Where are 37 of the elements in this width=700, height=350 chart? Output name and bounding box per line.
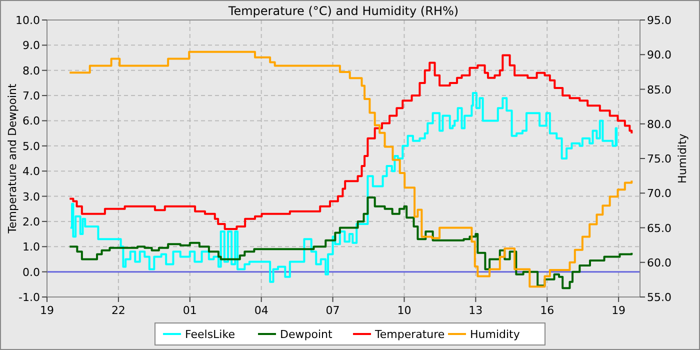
- y-tick-label: 6.0: [22, 114, 40, 128]
- x-tick-label: 07: [326, 304, 340, 317]
- y-tick-label: 7.0: [22, 90, 40, 103]
- y-tick-label: 1.0: [22, 240, 40, 254]
- y-tick-label: 3.0: [22, 190, 40, 204]
- y2-tick-label: 55.0: [647, 291, 672, 304]
- x-tick-label: 13: [468, 304, 483, 317]
- y2-tick-label: 60.0: [647, 256, 672, 270]
- legend-label: Dewpoint: [280, 328, 333, 341]
- chart-title: Temperature (°C) and Humidity (RH%): [227, 4, 459, 18]
- y2-tick-label: 75.0: [647, 152, 672, 166]
- y2-tick-label: 90.0: [647, 48, 672, 62]
- legend-label: Humidity: [470, 328, 520, 341]
- y-tick-label: 0.0: [22, 266, 40, 279]
- x-tick-label: 19: [40, 304, 54, 317]
- y-tick-label: 5.0: [22, 140, 40, 153]
- x-tick-label: 16: [540, 304, 554, 317]
- y-tick-label: 9.0: [22, 39, 40, 52]
- legend-label: Temperature: [374, 328, 445, 341]
- y-tick-label: 4.0: [22, 165, 40, 178]
- y-axis-title: Temperature and Dewpoint: [6, 82, 19, 234]
- y-tick-label: 8.0: [22, 64, 40, 78]
- y-tick-label: 2.0: [22, 215, 40, 228]
- y2-tick-label: 85.0: [647, 83, 672, 96]
- x-tick-label: 19: [612, 304, 626, 317]
- x-tick-label: 04: [254, 304, 268, 317]
- y2-tick-label: 65.0: [647, 222, 672, 235]
- x-tick-label: 22: [111, 304, 126, 317]
- x-tick-label: 10: [397, 304, 412, 317]
- y2-tick-label: 70.0: [647, 187, 672, 200]
- legend-label: FeelsLike: [185, 328, 236, 341]
- y2-tick-label: 95.0: [647, 14, 672, 27]
- y2-tick-label: 80.0: [647, 118, 672, 131]
- y-tick-label: -1.0: [18, 291, 40, 304]
- x-tick-label: 01: [182, 304, 197, 317]
- y2-axis-title: Humidity: [676, 133, 689, 184]
- y-tick-label: 10.0: [16, 14, 40, 27]
